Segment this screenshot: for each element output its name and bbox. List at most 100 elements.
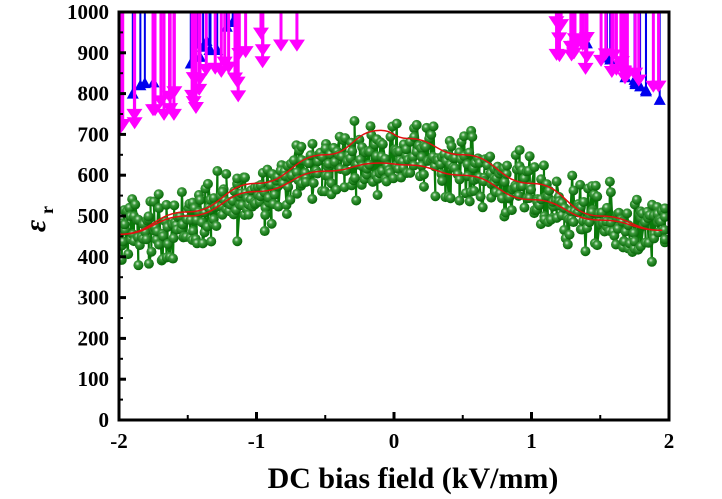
x-tick-label: -1 xyxy=(248,429,266,453)
measured-point xyxy=(499,177,510,188)
fit-line-upper xyxy=(119,129,663,236)
measured-point xyxy=(524,193,535,204)
measured-point xyxy=(391,118,402,129)
measured-point xyxy=(349,115,360,126)
up-triangle-point xyxy=(138,77,151,89)
measured-point xyxy=(568,185,579,196)
measured-point xyxy=(195,194,206,205)
y-tick-label: 600 xyxy=(78,163,110,187)
y-tick-label: 400 xyxy=(78,245,110,269)
x-tick-label: 1 xyxy=(526,429,537,453)
measured-point xyxy=(350,172,361,183)
measured-point xyxy=(347,146,358,157)
measured-point xyxy=(464,196,475,207)
measured-point xyxy=(288,155,299,166)
measured-point xyxy=(501,168,512,179)
measured-point xyxy=(212,166,223,177)
measured-point xyxy=(239,172,250,183)
down-arrow-point xyxy=(213,65,230,78)
measured-point xyxy=(141,234,152,245)
down-arrow-point xyxy=(237,46,254,59)
measured-point xyxy=(502,160,513,171)
measured-point xyxy=(167,253,178,264)
measured-point xyxy=(143,258,154,269)
down-arrow-point xyxy=(593,54,610,67)
down-arrow-point xyxy=(572,33,589,46)
measured-point xyxy=(622,208,633,219)
measured-point xyxy=(158,231,169,242)
y-axis-label: ε r xyxy=(19,206,57,232)
down-arrow-point xyxy=(119,121,129,134)
up-triangle-point xyxy=(639,83,652,95)
down-arrow-point xyxy=(184,89,201,102)
measured-point xyxy=(469,185,480,196)
y-tick-label: 200 xyxy=(78,326,110,350)
down-arrow-point xyxy=(254,44,271,57)
measured-point xyxy=(133,260,144,271)
y-axis-label-subscript: r xyxy=(37,206,57,214)
measured-point xyxy=(529,162,540,173)
down-arrow-point xyxy=(165,108,182,121)
y-tick-label: 800 xyxy=(78,82,110,106)
plot-area xyxy=(119,12,669,271)
measured-point xyxy=(266,218,277,229)
down-arrow-point xyxy=(216,56,233,69)
measured-point xyxy=(564,229,575,240)
measured-point xyxy=(197,238,208,249)
measured-point xyxy=(269,189,280,200)
measured-point xyxy=(580,246,591,257)
down-arrow-point xyxy=(198,63,215,76)
down-arrow-point xyxy=(185,96,202,109)
measured-point xyxy=(601,202,612,213)
measured-point xyxy=(176,187,187,198)
measured-point xyxy=(467,131,478,142)
measured-point xyxy=(206,236,217,247)
measured-point xyxy=(260,210,271,221)
measured-point xyxy=(307,194,318,205)
measured-point xyxy=(154,239,165,250)
measured-point xyxy=(401,144,412,155)
measured-point xyxy=(285,194,296,205)
measured-point xyxy=(188,226,199,237)
down-arrow-point xyxy=(230,90,247,103)
y-tick-label: 900 xyxy=(78,41,110,65)
measured-point xyxy=(351,195,362,206)
measured-point xyxy=(551,176,562,187)
y-tick-label: 1000 xyxy=(67,0,109,24)
measured-point xyxy=(659,203,669,214)
measured-point xyxy=(659,234,669,245)
measured-point xyxy=(526,184,537,195)
measured-point xyxy=(592,240,603,251)
measured-point xyxy=(388,173,399,184)
measured-point xyxy=(303,158,314,169)
down-arrow-point xyxy=(605,49,622,62)
measured-point xyxy=(578,196,589,207)
x-tick-label: 0 xyxy=(389,429,400,453)
down-arrow-point xyxy=(252,27,269,40)
measured-point xyxy=(211,220,222,231)
measured-point xyxy=(418,169,429,180)
down-arrow-point xyxy=(254,56,271,69)
measured-point xyxy=(372,190,383,201)
y-axis-label-symbol: ε xyxy=(19,219,52,232)
x-axis: -2 -1 0 1 2 xyxy=(110,412,674,453)
measured-point xyxy=(300,177,311,188)
measured-point xyxy=(454,195,465,206)
measured-point xyxy=(628,227,639,238)
measured-point xyxy=(232,236,243,247)
measured-point xyxy=(146,246,157,257)
measured-point xyxy=(377,139,388,150)
x-axis-label: DC bias field (kV/mm) xyxy=(268,462,559,495)
down-arrow-point xyxy=(577,62,594,75)
down-arrow-point xyxy=(192,73,209,86)
measured-point xyxy=(168,233,179,244)
measured-point xyxy=(519,202,530,213)
y-tick-label: 700 xyxy=(78,122,110,146)
measured-point xyxy=(354,134,365,145)
measured-point xyxy=(485,151,496,162)
down-arrow-point xyxy=(152,95,169,108)
measured-point xyxy=(420,141,431,152)
down-arrow-point xyxy=(145,104,162,117)
measured-point xyxy=(331,184,342,195)
